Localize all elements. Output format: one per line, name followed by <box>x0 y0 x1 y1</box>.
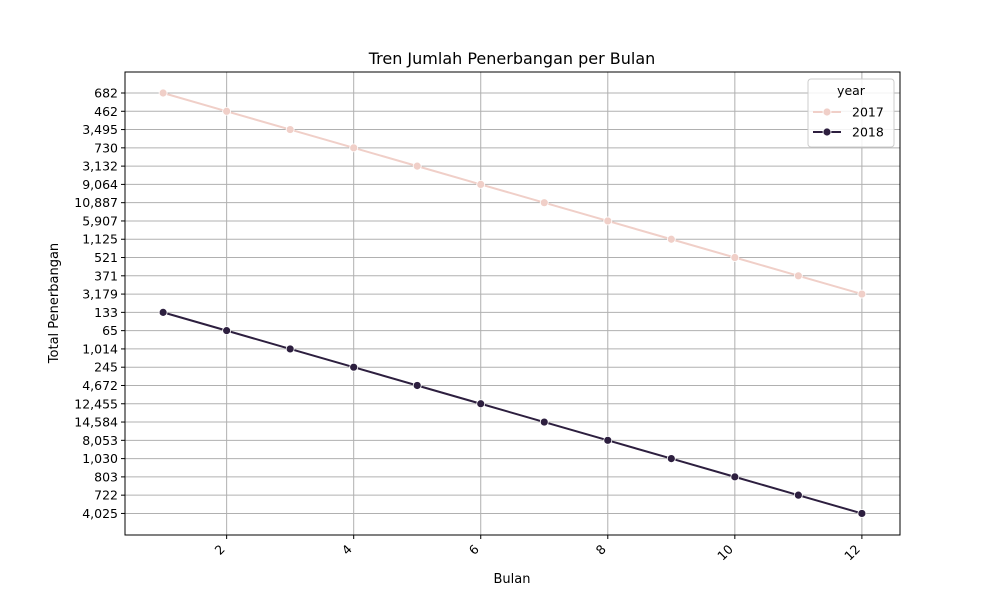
data-point <box>603 216 613 226</box>
y-tick-label: 722 <box>94 488 118 503</box>
y-tick-label: 682 <box>94 86 118 101</box>
chart-title: Tren Jumlah Penerbangan per Bulan <box>368 49 656 68</box>
data-point <box>222 326 232 336</box>
x-tick-label: 6 <box>466 541 482 557</box>
y-tick-label: 3,132 <box>82 159 118 174</box>
series-line <box>162 311 863 515</box>
y-tick-label: 4,672 <box>82 378 118 393</box>
x-axis-label: Bulan <box>494 572 531 587</box>
data-point <box>666 454 676 464</box>
y-tick-label: 3,179 <box>82 287 118 302</box>
y-tick-label: 8,053 <box>82 433 118 448</box>
series-2018 <box>158 307 867 518</box>
y-tick-label: 1,125 <box>82 232 118 247</box>
legend-title: year <box>837 83 866 98</box>
y-tick-label: 803 <box>94 469 118 484</box>
data-point <box>476 179 486 189</box>
data-point <box>539 198 549 208</box>
data-point <box>285 344 295 354</box>
data-point <box>349 143 359 153</box>
x-tick-label: 8 <box>593 541 609 557</box>
y-tick-label: 3,495 <box>82 122 118 137</box>
x-tick-label: 2 <box>212 542 228 558</box>
y-axis-label: Total Penerbangan <box>47 243 62 364</box>
data-point <box>412 381 422 390</box>
data-point <box>730 472 740 482</box>
y-tick-label: 14,584 <box>74 415 118 430</box>
data-point <box>349 362 359 372</box>
series-line <box>162 92 863 296</box>
data-point <box>793 271 803 281</box>
plot-frame <box>124 71 901 536</box>
legend-label: 2017 <box>852 105 884 120</box>
data-point <box>539 417 549 427</box>
x-tick-label: 10 <box>714 541 736 563</box>
y-tick-label: 371 <box>94 268 118 283</box>
series-lines <box>158 88 867 518</box>
y-tick-label: 133 <box>94 305 118 320</box>
y-tick-label: 1,014 <box>82 341 118 356</box>
y-tick-label: 12,455 <box>74 396 118 411</box>
y-tick-label: 521 <box>94 250 118 265</box>
grid-lines <box>125 72 900 535</box>
legend-swatch-marker <box>822 107 832 117</box>
y-tick-label: 245 <box>94 360 118 375</box>
legend: year 2017 2018 <box>807 78 895 148</box>
data-point <box>857 509 867 518</box>
y-tick-label: 5,907 <box>82 213 118 228</box>
y-tick-label: 462 <box>94 104 118 119</box>
data-point <box>730 253 740 262</box>
data-point <box>158 307 168 317</box>
legend-label: 2018 <box>852 125 884 140</box>
data-point <box>603 435 613 445</box>
data-point <box>222 106 232 116</box>
y-tick-label: 9,064 <box>82 177 118 192</box>
data-point <box>666 234 676 244</box>
data-point <box>158 88 168 98</box>
y-tick-label: 730 <box>94 140 118 155</box>
data-point <box>793 490 803 500</box>
x-tick-label: 12 <box>841 542 863 564</box>
y-tick-label: 65 <box>102 323 118 338</box>
data-point <box>412 161 422 171</box>
legend-swatch-marker <box>822 127 832 137</box>
y-tick-label: 4,025 <box>82 506 118 521</box>
data-point <box>857 289 867 299</box>
x-tick-label: 4 <box>339 541 355 557</box>
y-tick-label: 1,030 <box>82 451 118 466</box>
data-point <box>476 399 486 409</box>
axis-ticks: 6824623,4957303,1329,06410,8875,9071,125… <box>74 86 863 564</box>
data-point <box>285 125 295 134</box>
series-2017 <box>158 88 867 299</box>
y-tick-label: 10,887 <box>74 195 118 210</box>
